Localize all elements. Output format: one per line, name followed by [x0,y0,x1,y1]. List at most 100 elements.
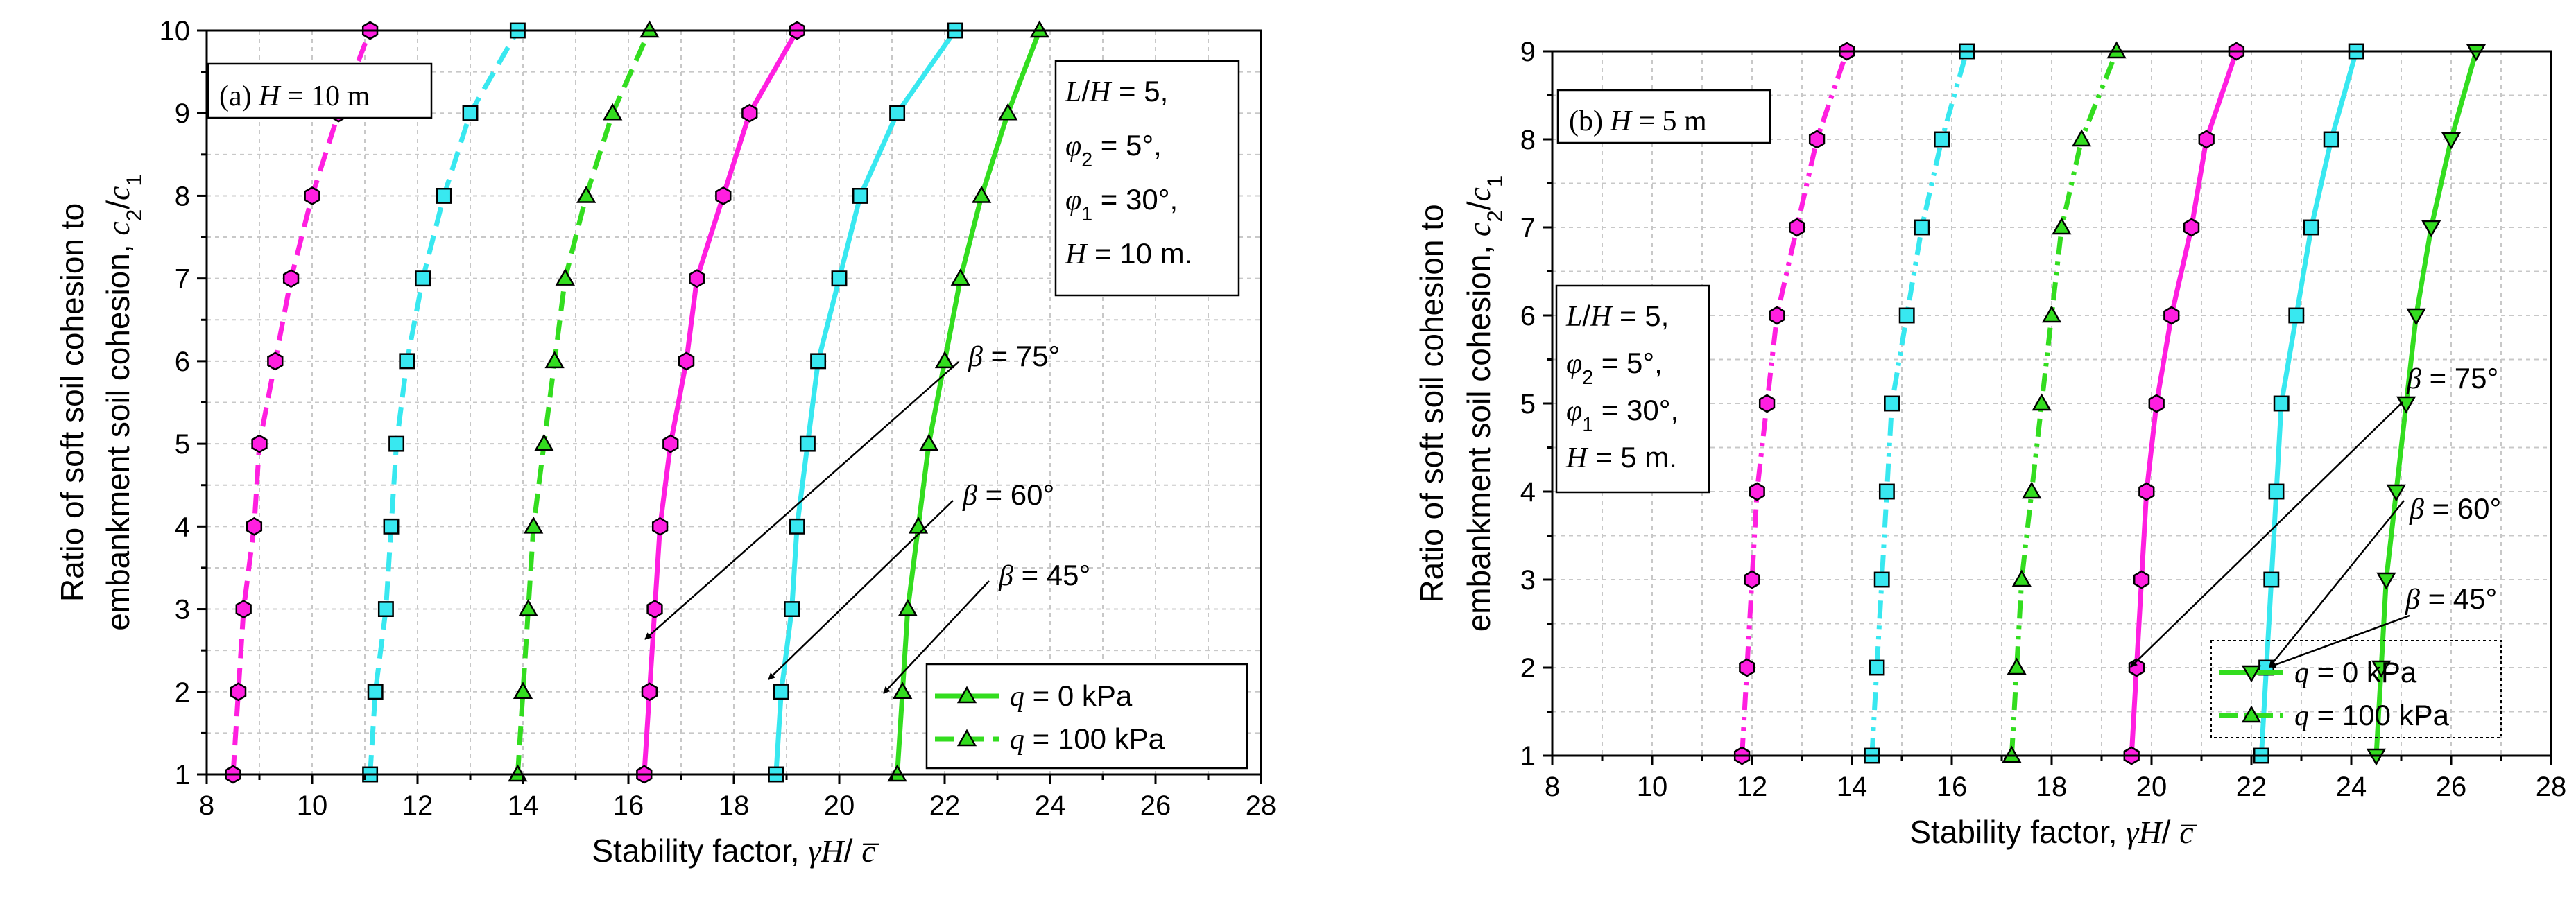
data-point [2032,393,2052,411]
data-point [246,517,263,536]
series-line [642,29,800,775]
y-tick-label: 3 [1520,565,1536,596]
data-point [1878,483,1895,500]
data-point [367,684,384,700]
x-axis-label: Stability factor, γH/ c̅ [1909,814,2197,850]
data-point [518,599,538,616]
x-tick-label: 16 [1937,772,1968,802]
legend-marker [956,686,977,704]
x-tick-label: 8 [199,790,214,821]
y-axis: 1 2 3 4 5 6 7 8 9 [1520,37,1552,772]
legend-label: q = 100 kPa [1010,722,1165,756]
annotation-label: β = 45° [998,559,1090,592]
data-point [831,270,848,287]
parameter-text: H = 10 m. [1065,237,1192,270]
series-line [2009,50,2119,756]
data-point [715,186,732,205]
data-point [2376,572,2396,590]
panel-label-box [207,62,433,119]
annotation-label: β = 60° [962,478,1054,512]
annotation-arrow [883,580,990,694]
data-point [1934,131,1950,148]
legend-box [925,663,1248,770]
parameters-box [1054,60,1240,297]
series-line [773,28,958,775]
x-tick-label: 12 [1737,772,1768,802]
legend-label: q = 0 kPa [2294,656,2417,689]
data-point [1808,130,1826,149]
x-tick-label: 10 [297,790,328,821]
data-point [513,682,533,700]
data-point [304,186,320,205]
y-tick-label: 5 [175,429,190,460]
panel-label: (b) H = 5 m [1569,105,1707,137]
x-tick-label: 24 [1035,790,1066,821]
beta-annotation: β = 75° [2130,362,2498,668]
data-point [2198,130,2215,149]
x-tick-label: 24 [2336,772,2367,802]
data-point [972,185,992,203]
data-point [2052,217,2072,235]
data-point [646,600,663,619]
y-tick-label: 4 [175,512,190,542]
beta-annotation: β = 60° [2269,492,2501,668]
data-point [524,516,544,534]
data-point [1873,571,1890,588]
annotation-arrow [768,500,954,680]
x-tick-label: 26 [1140,790,1171,821]
data-point [603,103,623,121]
data-point [534,433,554,451]
data-point [641,682,658,702]
data-point [2406,308,2426,326]
data-point [2072,129,2092,147]
data-point [2183,218,2200,237]
data-point [651,517,669,536]
data-point [741,103,758,123]
beta-annotation: β = 60° [768,478,1054,680]
x-tick-label: 22 [2236,772,2267,802]
y-axis: 1 2 3 4 5 6 7 8 9 10 [160,16,207,790]
data-point [2163,306,2180,325]
y-tick-label: 9 [1520,37,1536,67]
data-point [2323,131,2339,148]
legend-label: q = 100 kPa [2294,699,2450,732]
annotation-label: β = 45° [2405,582,2497,616]
data-point [544,351,565,369]
data-point [893,682,913,700]
y-tick-label: 7 [175,264,190,295]
data-point [1739,658,1755,677]
x-tick-label: 18 [2036,772,2068,802]
data-point [1789,218,1805,237]
series-line [368,29,520,775]
y-axis-label-line2: embankment soil cohesion, c2/c1 [100,174,146,631]
parameter-text: φ1 = 30°, [1065,183,1178,225]
y-axis-label-line1: Ratio of soft soil cohesion to [1414,204,1450,602]
y-tick-label: 10 [160,16,191,46]
annotation-arrow [2269,500,2405,668]
series-0 [2123,42,2245,765]
data-point [2007,657,2027,675]
y-axis-label: Ratio of soft soil cohesion to embankment… [1414,175,1507,632]
series-5 [2002,41,2127,763]
y-tick-label: 2 [175,677,190,708]
data-point [415,270,431,287]
data-point [1869,659,1885,676]
series-line [230,29,372,775]
data-point [2273,395,2290,412]
series-0 [636,21,805,784]
data-point [810,353,827,370]
parameter-text: L/H = 5, [1065,75,1168,108]
series-line [1740,50,1850,756]
data-point [919,433,939,451]
data-point [2303,219,2319,236]
x-tick-label: 14 [1837,772,1868,802]
data-point [898,599,918,616]
y-tick-label: 2 [1520,653,1536,684]
annotation-arrow [2130,401,2403,668]
panel-label-box [1556,89,1771,144]
data-point [267,351,284,371]
data-point [2041,305,2062,323]
y-tick-label: 8 [1520,125,1536,155]
x-tick-label: 22 [929,790,961,821]
